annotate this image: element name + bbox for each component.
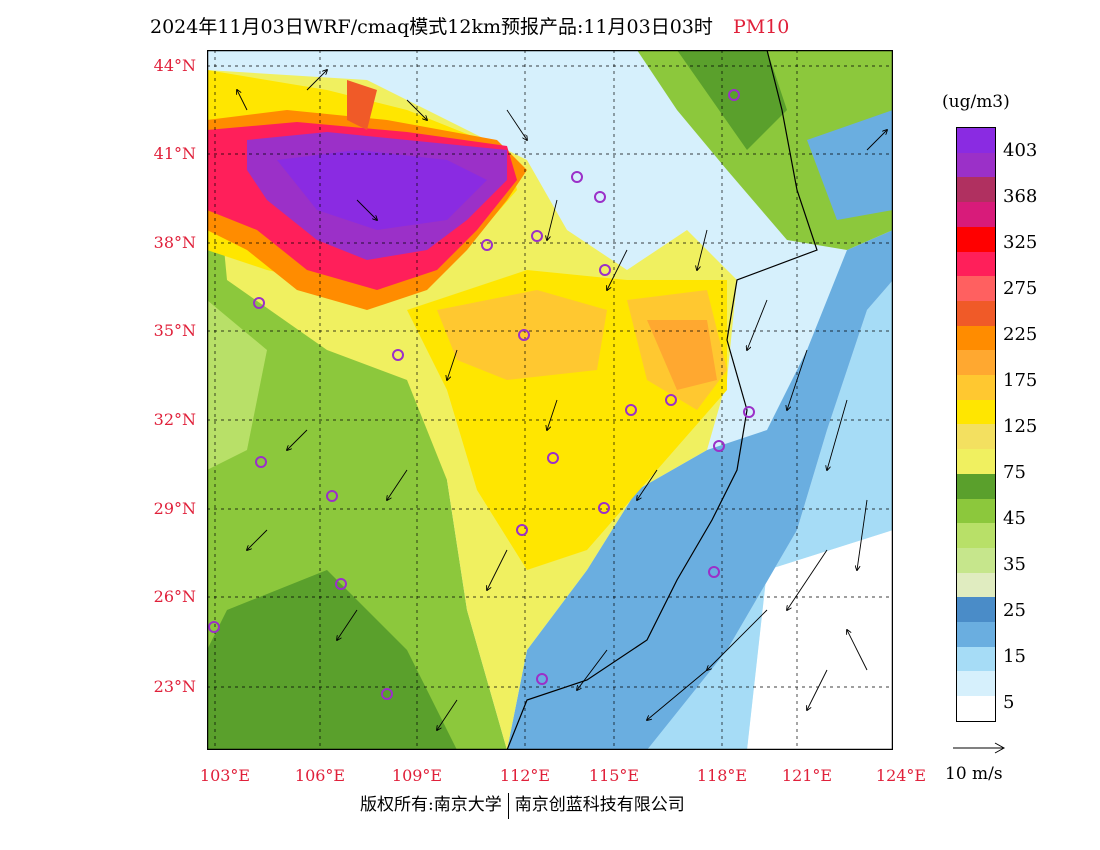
lat-label-26: 26°N: [153, 587, 196, 606]
copyright-left: 版权所有:南京大学: [360, 795, 502, 815]
lat-label-35: 35°N: [153, 321, 196, 340]
color-bar-segment: [957, 424, 995, 450]
wind-reference-arrow-icon: [953, 742, 1006, 754]
legend-label: 403: [1003, 140, 1038, 161]
color-bar-segment: [957, 449, 995, 474]
legend-label: 175: [1003, 370, 1038, 391]
color-bar-segment: [957, 300, 995, 326]
lat-label-38: 38°N: [153, 233, 196, 252]
copyright-right: 南京创蓝科技有限公司: [514, 795, 685, 815]
wind-reference: 10 m/s: [945, 740, 1007, 784]
copyright-separator: [507, 792, 509, 819]
lon-label-115: 115°E: [588, 766, 640, 785]
copyright: 版权所有:南京大学 南京创蓝科技有限公司: [360, 790, 685, 819]
legend-label: 325: [1003, 232, 1038, 253]
legend-label: 275: [1003, 278, 1038, 299]
color-bar-segment: [957, 671, 995, 697]
lat-label-32: 32°N: [153, 410, 196, 429]
color-bar-segment: [957, 523, 995, 548]
legend-label: 368: [1003, 186, 1038, 207]
color-bar-segment: [957, 622, 995, 647]
legend-label: 25: [1003, 600, 1026, 621]
lon-label-112: 112°E: [499, 766, 551, 785]
color-bar: [956, 127, 996, 722]
title-text: 2024年11月03日WRF/cmaq模式12km预报产品:11月03日03时: [150, 16, 713, 38]
lat-label-29: 29°N: [153, 499, 196, 518]
color-bar-segment: [957, 251, 995, 277]
color-bar-segment: [957, 128, 995, 153]
lon-label-124: 124°E: [875, 766, 927, 785]
legend-label: 225: [1003, 324, 1038, 345]
legend-label: 45: [1003, 508, 1026, 529]
wind-reference-label: 10 m/s: [945, 764, 1003, 784]
lon-label-118: 118°E: [696, 766, 748, 785]
legend-label: 125: [1003, 416, 1038, 437]
color-bar-segment: [957, 572, 995, 598]
color-bar-segment: [957, 375, 995, 400]
color-bar-segment: [957, 202, 995, 227]
color-bar-segment: [957, 177, 995, 203]
color-bar-segment: [957, 597, 995, 623]
color-bar-segment: [957, 399, 995, 425]
legend-label: 75: [1003, 462, 1026, 483]
lon-label-106: 106°E: [294, 766, 346, 785]
color-bar-segment: [957, 325, 995, 351]
color-bar-segment: [957, 498, 995, 524]
color-bar-segment: [957, 226, 995, 252]
legend-label: 15: [1003, 646, 1026, 667]
color-bar-segment: [957, 152, 995, 178]
color-bar-segment: [957, 646, 995, 672]
color-bar-segment: [957, 350, 995, 376]
variable-label: PM10: [732, 16, 790, 38]
lon-label-121: 121°E: [781, 766, 833, 785]
pm10-map: [207, 50, 893, 750]
lon-label-109: 109°E: [391, 766, 443, 785]
map-title: 2024年11月03日WRF/cmaq模式12km预报产品:11月03日03时 …: [150, 12, 950, 39]
lat-label-23: 23°N: [153, 677, 196, 696]
color-bar-segment: [957, 276, 995, 301]
color-bar-segment: [957, 547, 995, 573]
lon-label-103: 103°E: [199, 766, 251, 785]
legend-label: 35: [1003, 554, 1026, 575]
color-bar-segment: [957, 696, 995, 721]
lat-label-44: 44°N: [153, 56, 196, 75]
color-bar-segment: [957, 473, 995, 499]
lat-label-41: 41°N: [153, 144, 196, 163]
legend-unit: (ug/m3): [942, 92, 1010, 112]
legend-label: 5: [1003, 692, 1015, 713]
